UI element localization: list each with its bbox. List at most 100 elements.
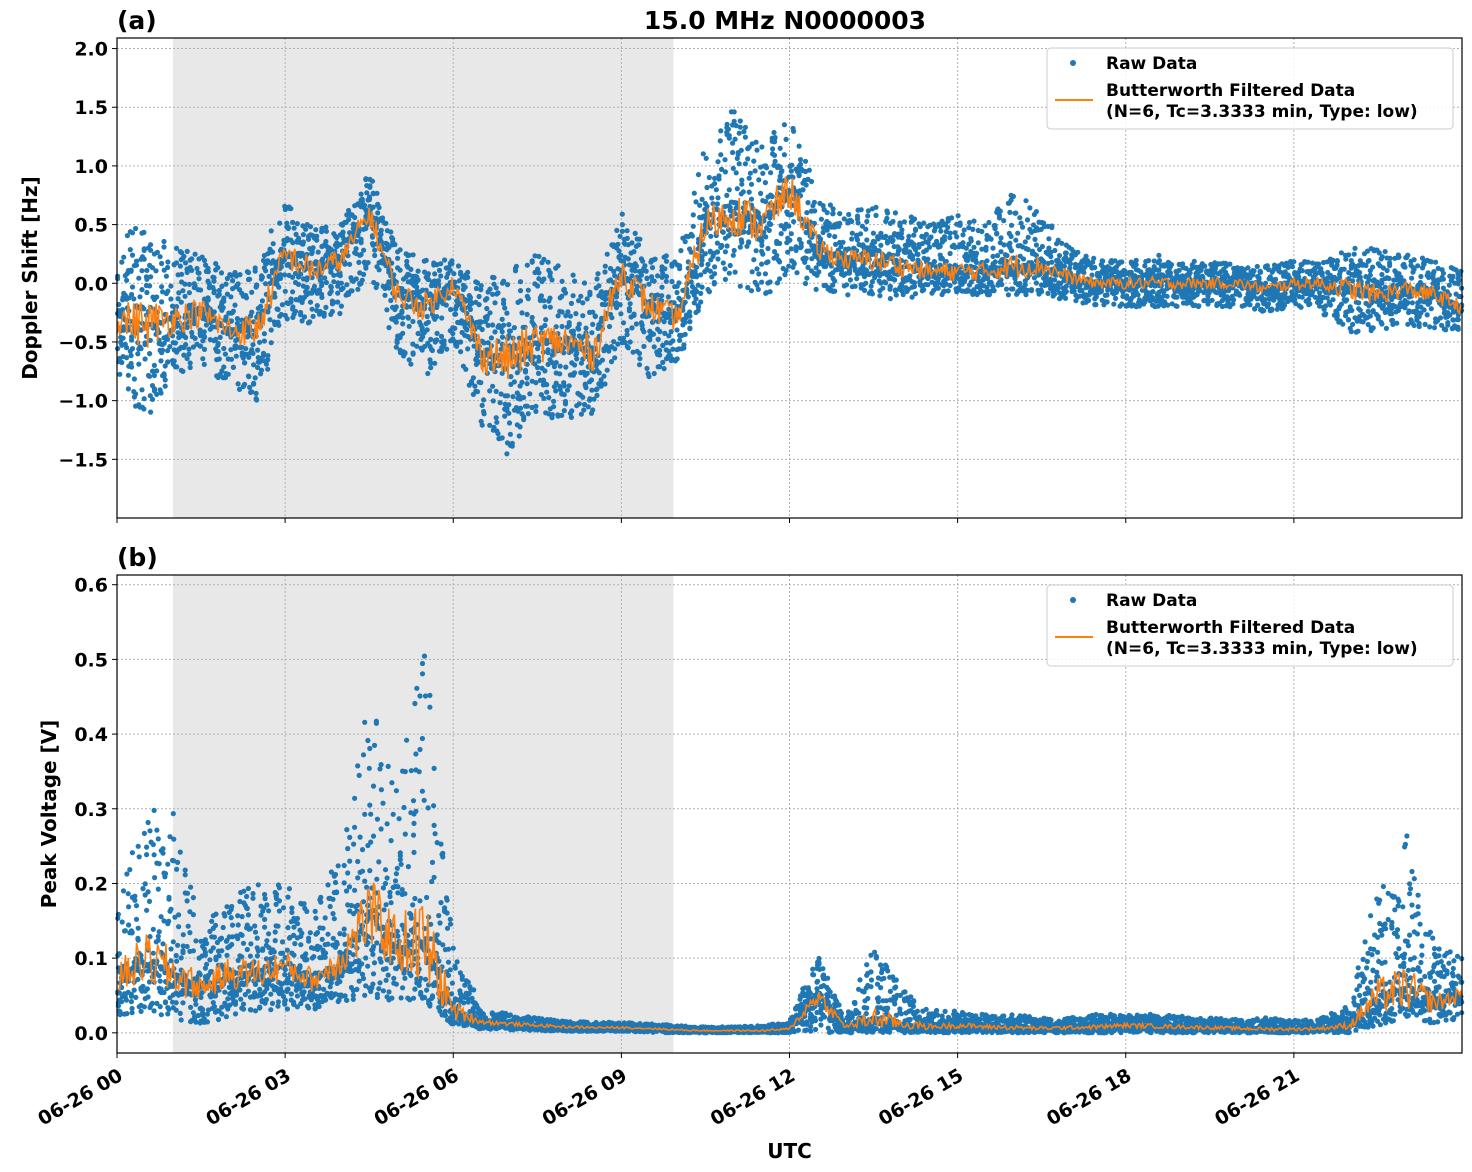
raw-point <box>1052 291 1058 297</box>
raw-point <box>183 342 189 348</box>
raw-point <box>612 273 618 279</box>
raw-point <box>1005 292 1012 298</box>
raw-point <box>527 391 533 397</box>
raw-point <box>250 350 256 356</box>
raw-point <box>479 422 485 428</box>
raw-point <box>768 221 774 227</box>
raw-point <box>788 168 794 174</box>
raw-point <box>495 431 501 437</box>
raw-point <box>594 392 600 398</box>
raw-point <box>361 202 368 208</box>
raw-point <box>529 314 535 321</box>
raw-point <box>1063 288 1069 295</box>
raw-point <box>854 237 861 243</box>
raw-point <box>677 337 683 343</box>
raw-point <box>315 249 321 255</box>
raw-point <box>708 233 714 239</box>
raw-point <box>770 146 776 152</box>
raw-point <box>1027 205 1033 211</box>
raw-point <box>501 322 507 328</box>
raw-point <box>690 223 696 229</box>
raw-point <box>657 352 663 358</box>
raw-point <box>161 244 167 250</box>
raw-point <box>378 227 384 233</box>
raw-point <box>225 371 231 377</box>
raw-point <box>595 271 601 277</box>
raw-point <box>321 311 327 317</box>
raw-point <box>699 257 705 263</box>
raw-point <box>467 295 473 301</box>
raw-point <box>476 293 482 300</box>
raw-point <box>716 176 722 182</box>
raw-point <box>126 295 132 301</box>
raw-point <box>504 282 511 288</box>
raw-point <box>506 420 513 426</box>
raw-point <box>798 244 804 250</box>
raw-point <box>245 269 252 276</box>
raw-point <box>668 329 674 335</box>
raw-point <box>646 281 652 287</box>
raw-point <box>756 177 762 183</box>
raw-point <box>1156 258 1163 264</box>
raw-point <box>408 361 414 367</box>
raw-point <box>186 346 192 352</box>
raw-point <box>655 292 661 298</box>
raw-point <box>789 211 795 217</box>
raw-point <box>954 234 960 240</box>
raw-point <box>516 335 522 341</box>
raw-point <box>947 235 953 241</box>
raw-point <box>157 254 163 260</box>
raw-point <box>399 309 405 315</box>
raw-point <box>194 265 200 272</box>
raw-point <box>439 315 445 321</box>
raw-point <box>620 320 627 326</box>
raw-point <box>1022 239 1028 245</box>
raw-point <box>367 183 373 189</box>
raw-point <box>249 309 255 315</box>
raw-point <box>1146 258 1152 264</box>
raw-point <box>495 290 501 296</box>
raw-point <box>921 220 927 226</box>
raw-point <box>410 290 416 296</box>
raw-point <box>651 344 657 350</box>
raw-point <box>285 224 291 231</box>
raw-point <box>168 283 174 289</box>
raw-point <box>1033 280 1039 286</box>
raw-point <box>510 394 516 400</box>
raw-point <box>642 263 648 269</box>
raw-point <box>492 329 498 335</box>
raw-point <box>826 232 832 238</box>
raw-point <box>150 368 156 374</box>
raw-point <box>481 397 487 403</box>
raw-point <box>139 387 145 393</box>
raw-point <box>142 356 148 362</box>
raw-point <box>197 327 203 333</box>
raw-point <box>1092 264 1098 271</box>
raw-point <box>734 186 740 192</box>
raw-point <box>561 408 567 414</box>
raw-point <box>148 247 154 253</box>
raw-point <box>514 370 520 376</box>
raw-point <box>650 331 657 337</box>
raw-point <box>165 288 171 294</box>
raw-point <box>506 322 512 328</box>
raw-point <box>566 322 572 329</box>
raw-point <box>543 317 549 323</box>
raw-point <box>813 286 819 292</box>
raw-point <box>722 266 728 272</box>
raw-point <box>211 309 217 315</box>
raw-point <box>180 288 186 294</box>
raw-point <box>994 231 1000 237</box>
raw-point <box>228 294 234 300</box>
raw-point <box>124 233 130 239</box>
raw-point <box>1305 259 1311 265</box>
raw-point <box>754 266 760 272</box>
raw-point <box>1063 250 1069 256</box>
raw-point <box>869 291 876 297</box>
raw-point <box>268 228 274 234</box>
raw-point <box>148 242 154 248</box>
raw-point <box>296 235 302 241</box>
raw-point <box>201 346 208 352</box>
raw-point <box>189 267 195 273</box>
raw-point <box>465 346 471 352</box>
